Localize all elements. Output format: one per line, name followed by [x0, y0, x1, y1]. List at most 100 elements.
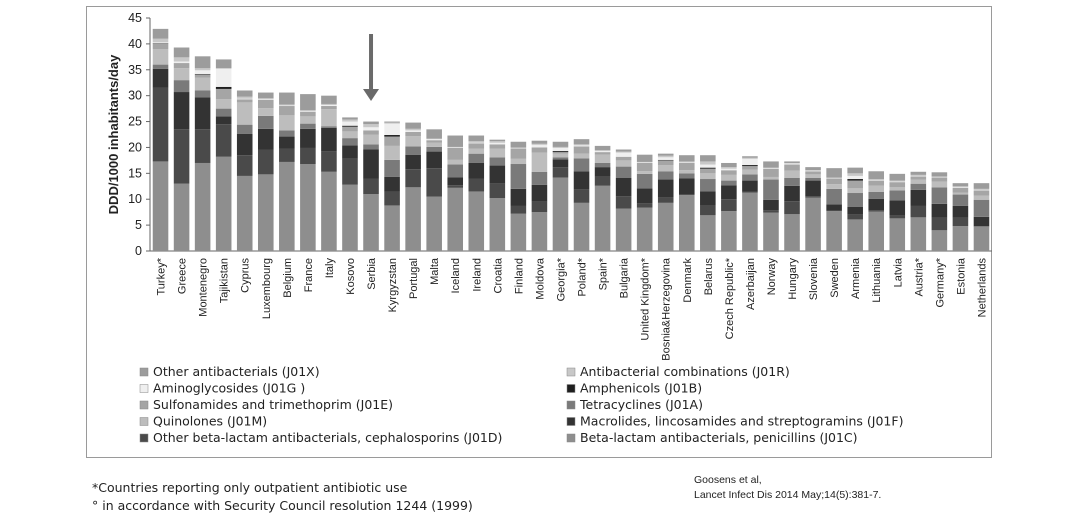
- footnote-outpatient: *Countries reporting only outpatient ant…: [92, 480, 408, 495]
- bar-segment: [657, 165, 674, 172]
- bar-segment: [615, 152, 632, 157]
- bar-segment: [952, 217, 969, 227]
- bar-segment: [742, 174, 758, 181]
- bar-segment: [636, 207, 653, 251]
- bar-segment: [973, 226, 990, 227]
- bar-segment: [426, 168, 442, 197]
- bar-segment: [931, 187, 948, 204]
- x-tick-label: United Kingdom*: [640, 257, 652, 340]
- bar-segment: [910, 183, 927, 190]
- bar-segment: [152, 87, 169, 162]
- bar-segment: [910, 205, 927, 218]
- bar-segment: [405, 146, 421, 155]
- legend-swatch: [566, 417, 576, 426]
- bar-segment: [279, 92, 295, 105]
- bar-segment: [636, 171, 653, 174]
- bar-segment: [426, 142, 442, 147]
- bar-segment: [300, 111, 316, 117]
- legend-label: Other beta-lactam antibacterials, cephal…: [153, 430, 502, 445]
- bar-segment: [805, 196, 821, 198]
- x-tick-label: France: [303, 258, 315, 292]
- bar-segment: [784, 185, 800, 202]
- bar-segment: [321, 95, 337, 104]
- bar-segment: [784, 163, 800, 165]
- bar-segment: [826, 177, 842, 179]
- bar-segment: [784, 164, 800, 171]
- bar-segment: [279, 105, 295, 107]
- bar-segment: [152, 161, 169, 251]
- bar-segment: [552, 167, 569, 178]
- bar-segment: [342, 131, 358, 139]
- bar-segment: [678, 194, 695, 196]
- bar-segment: [215, 156, 232, 251]
- bar-segment: [257, 92, 274, 99]
- bar-segment: [931, 203, 948, 218]
- legend-swatch: [566, 384, 576, 393]
- bar-segment: [236, 124, 253, 134]
- bar-segment: [700, 161, 716, 165]
- bar-segment: [573, 171, 590, 190]
- bar-segment: [615, 166, 632, 178]
- y-tick-label: 40: [128, 37, 142, 51]
- x-tick-label: Moldova: [534, 257, 546, 299]
- bar-segment: [447, 147, 464, 160]
- bar-segment: [973, 189, 990, 191]
- bar-segment: [384, 205, 400, 251]
- bar-segment: [363, 144, 379, 150]
- y-axis-label: DDD/1000 inhabitants/day: [106, 54, 121, 214]
- bar-segment: [784, 161, 800, 163]
- annotation-arrow-head: [363, 89, 380, 101]
- bar-segment: [384, 123, 400, 136]
- bar-segment: [847, 180, 863, 189]
- bar-segment: [194, 90, 211, 98]
- bar-segment: [847, 173, 863, 176]
- bar-segment: [552, 141, 569, 147]
- bar-segment: [931, 177, 948, 182]
- bar-segment: [952, 205, 969, 218]
- bar-segment: [447, 177, 464, 186]
- bar-segment: [426, 140, 442, 143]
- bar-segment: [279, 104, 295, 106]
- bar-segment: [636, 188, 653, 204]
- bar-segment: [194, 56, 211, 69]
- bar-segment: [257, 108, 274, 116]
- bar-segment: [384, 191, 400, 206]
- y-tick-label: 30: [128, 89, 142, 103]
- bar-segment: [300, 147, 316, 165]
- bar-segment: [384, 135, 400, 137]
- bar-segment: [468, 148, 485, 154]
- bar-segment: [826, 184, 842, 189]
- bar-segment: [468, 142, 485, 144]
- bar-segment: [889, 182, 906, 188]
- bar-segment: [847, 175, 863, 180]
- bar-segment: [805, 170, 821, 172]
- x-tick-label: Montenegro: [198, 258, 210, 317]
- bar-segment: [636, 161, 653, 163]
- bar-segment: [215, 86, 232, 89]
- bar-segment: [152, 28, 169, 39]
- bar-segment: [173, 80, 190, 93]
- legend-label: Aminoglycosides (J01G ): [153, 381, 305, 396]
- bar-segment: [615, 196, 632, 209]
- bar-segment: [573, 153, 590, 159]
- bar-segment: [784, 201, 800, 215]
- bar-segment: [931, 176, 948, 178]
- bar-segment: [910, 175, 927, 177]
- bar-segment: [300, 110, 316, 112]
- bar-segment: [300, 128, 316, 148]
- x-tick-label: Norway: [766, 258, 778, 296]
- bar-segment: [468, 143, 485, 149]
- bar-segment: [405, 187, 421, 251]
- bar-segment: [805, 167, 821, 171]
- citation-author: Goosens et al,: [694, 474, 762, 486]
- y-tick-label: 45: [128, 11, 142, 25]
- bar-segment: [847, 167, 863, 174]
- y-tick-label: 25: [128, 115, 142, 129]
- bar-segment: [868, 210, 885, 212]
- bar-segment: [763, 199, 779, 211]
- bar-segment: [489, 148, 506, 158]
- bar-segment: [721, 167, 737, 169]
- bar-segment: [152, 43, 169, 50]
- bar-segment: [447, 187, 464, 251]
